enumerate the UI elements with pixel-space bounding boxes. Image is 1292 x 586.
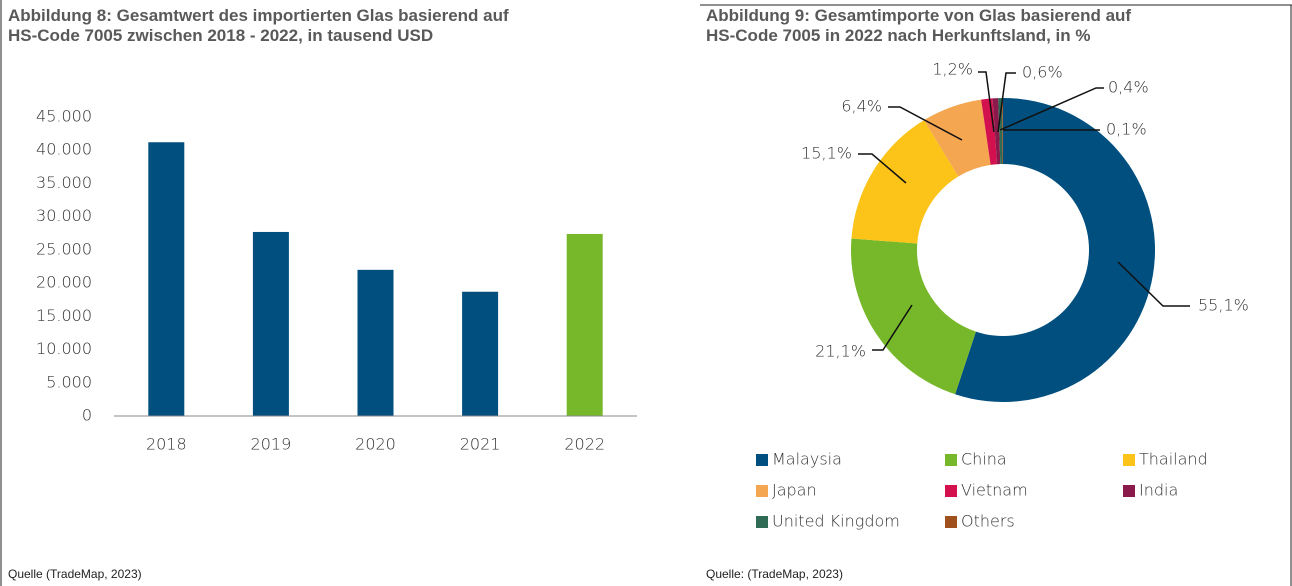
y-tick-label: 10.000	[36, 339, 92, 358]
legend-swatch	[945, 516, 957, 528]
legend-label: China	[961, 450, 1007, 469]
leader-line	[872, 304, 913, 351]
y-tick-label: 5.000	[46, 372, 92, 391]
chart-title: Abbildung 8: Gesamtwert des importierten…	[8, 6, 509, 45]
y-tick-label: 20.000	[36, 273, 92, 292]
legend-label: Thailand	[1139, 450, 1208, 469]
y-tick-label: 35.000	[36, 173, 92, 192]
donut-slice	[850, 238, 976, 395]
x-tick-label: 2019	[251, 435, 292, 454]
leader-line	[858, 153, 907, 184]
x-tick-label: 2020	[355, 435, 396, 454]
data-label: 0,1%	[1106, 120, 1147, 139]
legend-swatch	[756, 485, 768, 497]
legend-swatch	[945, 485, 957, 497]
y-tick-label: 40.000	[36, 140, 92, 159]
legend-label: United Kingdom	[772, 512, 900, 531]
legend-label: Malaysia	[772, 450, 842, 469]
legend-swatch	[756, 454, 768, 466]
donut-slice	[998, 98, 1003, 165]
leader-line	[888, 106, 963, 141]
leader-line	[978, 71, 995, 133]
bar	[462, 291, 499, 416]
bar	[148, 142, 185, 416]
data-label: 1,2%	[932, 60, 973, 79]
data-label: 0,6%	[1022, 63, 1063, 82]
data-label: 15,1%	[801, 144, 852, 163]
data-label: 0,4%	[1108, 78, 1149, 97]
legend-swatch	[756, 516, 768, 528]
data-label: 21,1%	[815, 342, 866, 361]
x-tick-label: 2022	[564, 435, 605, 454]
legend-label: Japan	[772, 481, 817, 500]
donut-slice	[992, 98, 1001, 165]
bar	[566, 233, 603, 416]
donut-slice	[1002, 98, 1003, 165]
source: Quelle (TradeMap, 2023)	[8, 567, 142, 581]
y-tick-label: 25.000	[36, 239, 92, 258]
chart-title: Abbildung 9: Gesamtimporte von Glas basi…	[706, 6, 1132, 45]
legend-label: Vietnam	[961, 481, 1028, 500]
bar	[357, 269, 394, 416]
legend-swatch	[1123, 485, 1135, 497]
y-tick-label: 15.000	[36, 306, 92, 325]
leader-line	[1117, 261, 1190, 307]
legend-label: India	[1139, 481, 1178, 500]
x-tick-label: 2021	[460, 435, 501, 454]
y-tick-label: 0	[82, 406, 92, 425]
donut-slice	[981, 98, 998, 165]
leader-line	[997, 72, 1016, 133]
data-label: 55,1%	[1198, 296, 1249, 315]
y-tick-label: 45.000	[36, 107, 92, 126]
source: Quelle: (TradeMap, 2023)	[706, 567, 843, 581]
x-tick-label: 2018	[146, 435, 187, 454]
bar	[252, 231, 289, 416]
donut-slice	[955, 98, 1156, 402]
data-label: 6,4%	[841, 97, 882, 116]
leader-line	[999, 87, 1104, 131]
legend-swatch	[945, 454, 957, 466]
legend-swatch	[1123, 454, 1135, 466]
y-tick-label: 30.000	[36, 206, 92, 225]
legend-label: Others	[961, 512, 1015, 531]
